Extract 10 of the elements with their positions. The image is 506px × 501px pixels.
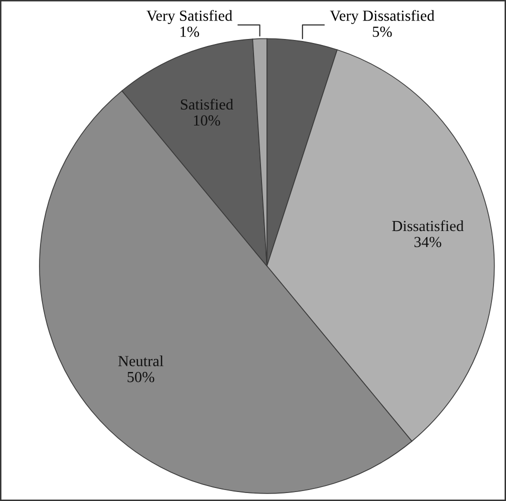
slice-label: Satisfied (180, 98, 234, 110)
slice-label: Dissatisfied (392, 220, 464, 232)
data-label: 34% (414, 236, 442, 248)
slice-label: Very Satisfied (146, 10, 232, 24)
slice-label: Very Dissatisfied (330, 10, 434, 24)
data-label: 10% (194, 115, 220, 126)
data-label: 1% (180, 26, 200, 37)
slice-label: Neutral (118, 355, 164, 366)
data-label: 50% (128, 372, 154, 382)
data-label: 5% (372, 26, 392, 37)
